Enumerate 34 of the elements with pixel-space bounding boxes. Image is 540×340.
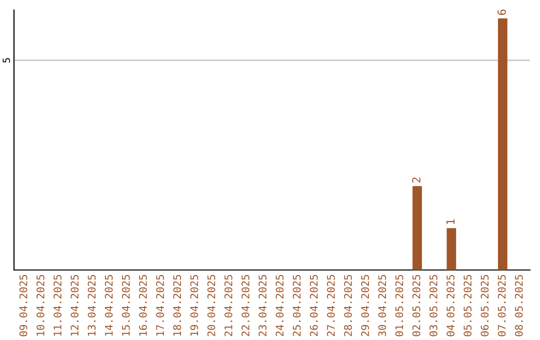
data-label: 2: [412, 178, 420, 183]
x-tick-label: 07.05.2025: [498, 275, 506, 336]
x-tick-label: 19.04.2025: [190, 275, 198, 336]
x-tick-label: 25.04.2025: [292, 275, 301, 336]
data-label: 1: [446, 219, 454, 224]
x-tick-label: 28.04.2025: [344, 275, 352, 336]
x-tick-label: 12.04.2025: [70, 275, 79, 336]
x-tick-label: 24.04.2025: [276, 275, 284, 336]
x-tick-label: 11.04.2025: [54, 275, 62, 336]
x-tick-label: 23.04.2025: [258, 275, 267, 336]
x-tick-label: 16.04.2025: [139, 275, 147, 336]
x-tick-label: 14.04.2025: [104, 275, 113, 336]
data-label: 6: [498, 10, 506, 15]
x-tick-label: 21.04.2025: [224, 275, 232, 336]
x-tick-label: 03.05.2025: [429, 275, 438, 336]
x-tick-label: 01.05.2025: [395, 275, 404, 336]
x-tick-label: 04.05.2025: [446, 275, 454, 336]
x-tick-label: 06.05.2025: [480, 275, 489, 336]
ref-line-label: 5: [2, 58, 10, 63]
x-tick-label: 22.04.2025: [242, 275, 250, 336]
x-tick-label: 02.05.2025: [412, 275, 420, 336]
x-tick-label: 13.04.2025: [88, 275, 96, 336]
x-tick-label: 10.04.2025: [36, 275, 44, 336]
x-tick-label: 17.04.2025: [156, 275, 164, 336]
x-tick-label: 20.04.2025: [207, 275, 216, 336]
x-tick-label: 30.04.2025: [378, 275, 386, 336]
x-tick-label: 18.04.2025: [173, 275, 182, 336]
x-tick-label: 26.04.2025: [310, 275, 318, 336]
x-tick-label: 27.04.2025: [326, 275, 335, 336]
x-tick-label: 05.05.2025: [464, 275, 472, 336]
x-tick-label: 29.04.2025: [361, 275, 370, 336]
x-tick-label: 09.04.2025: [19, 275, 28, 336]
x-tick-label: 15.04.2025: [122, 275, 130, 336]
x-tick-label: 08.05.2025: [514, 275, 523, 336]
